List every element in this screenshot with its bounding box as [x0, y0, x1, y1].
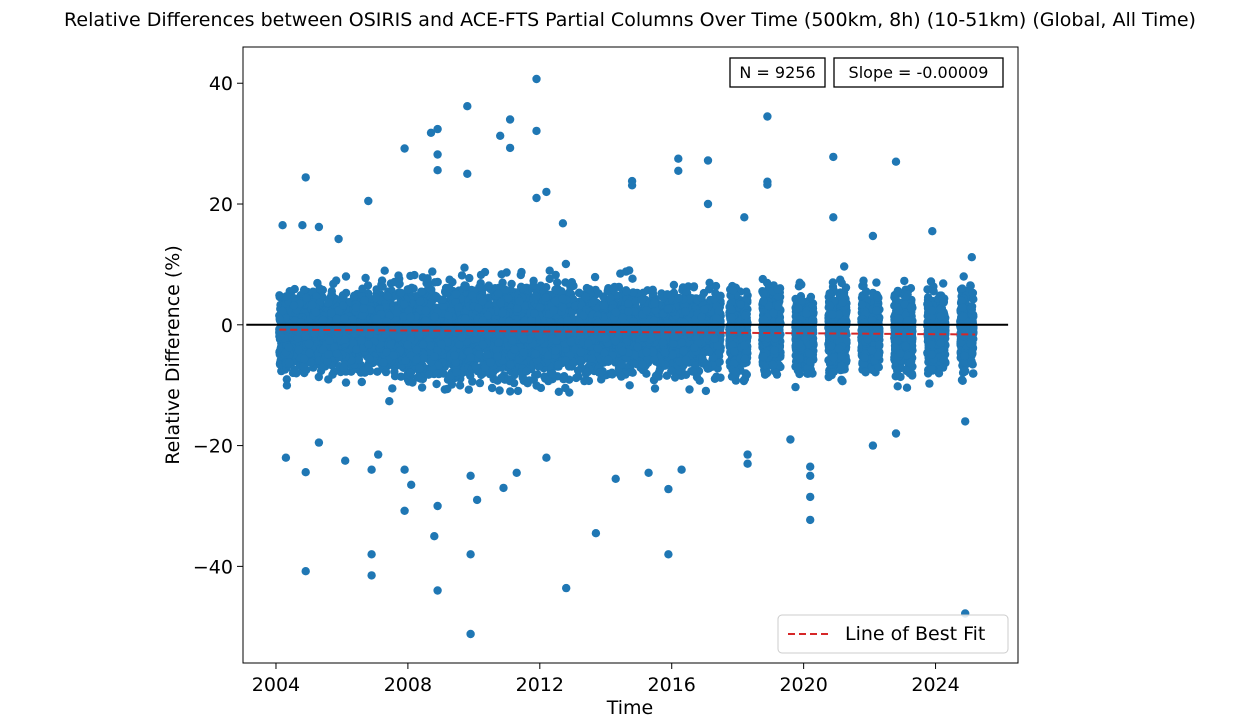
data-point — [704, 285, 714, 294]
data-point — [934, 369, 944, 378]
data-points — [275, 74, 978, 639]
data-point — [576, 355, 585, 365]
data-point — [329, 279, 338, 289]
data-point — [328, 370, 337, 379]
data-point — [628, 274, 637, 283]
data-point — [561, 259, 571, 269]
data-point — [650, 384, 660, 393]
data-point — [553, 278, 562, 287]
data-point — [705, 278, 714, 287]
data-point — [711, 281, 721, 291]
data-point — [460, 263, 469, 272]
data-point — [545, 274, 554, 284]
data-point — [701, 386, 711, 396]
data-point — [689, 282, 699, 291]
data-point — [455, 381, 465, 390]
data-point — [282, 375, 291, 384]
data-point — [554, 387, 563, 396]
data-point — [357, 377, 366, 387]
data-point — [430, 278, 440, 287]
data-point — [893, 382, 902, 391]
data-point — [282, 381, 292, 390]
data-point — [840, 262, 849, 271]
data-point — [432, 379, 441, 389]
data-point — [669, 288, 679, 297]
data-point — [742, 287, 751, 296]
chart-title: Relative Differences between OSIRIS and … — [64, 9, 1196, 31]
data-point — [968, 369, 978, 378]
data-point — [341, 272, 351, 281]
data-point — [590, 272, 600, 282]
data-point — [495, 386, 504, 395]
data-point — [900, 276, 909, 286]
data-point — [428, 267, 437, 276]
data-point — [388, 384, 397, 393]
data-point — [791, 382, 800, 392]
data-point — [466, 371, 475, 380]
data-point — [584, 376, 594, 386]
data-point — [385, 397, 394, 406]
data-point — [487, 383, 497, 393]
data-point — [457, 271, 467, 280]
data-point — [513, 386, 523, 396]
data-point — [939, 279, 948, 288]
